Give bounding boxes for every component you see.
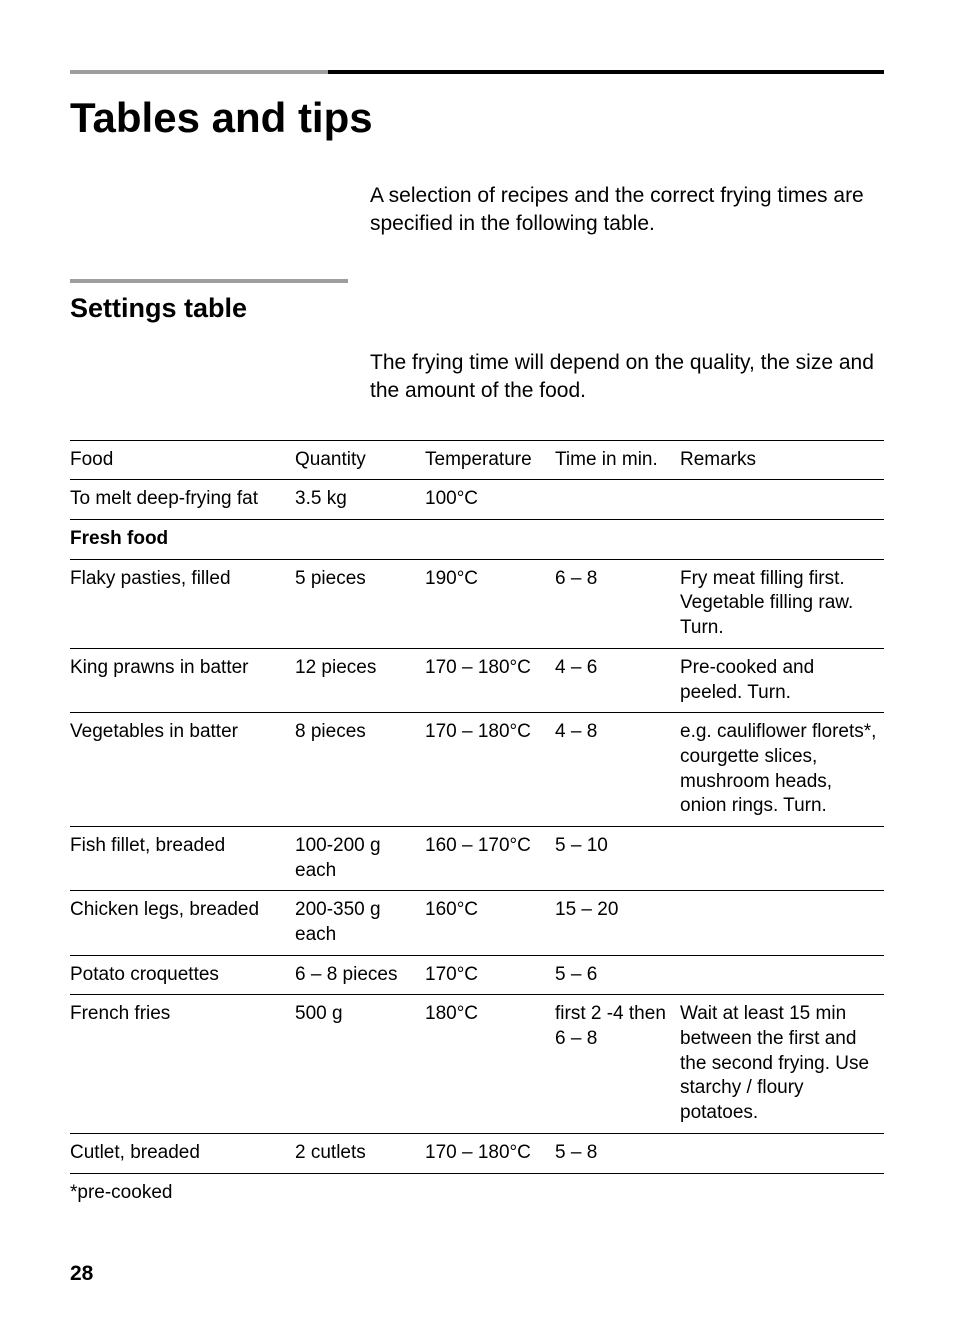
col-header-remarks: Remarks — [680, 441, 884, 480]
table-row: Fresh food — [70, 520, 884, 560]
table-cell: first 2 -4 then 6 – 8 — [555, 995, 680, 1133]
table-cell: To melt deep-frying fat — [70, 480, 295, 520]
table-row: Fish fillet, breaded100-200 g each160 – … — [70, 826, 884, 890]
table-cell: Pre-cooked and peeled. Turn. — [680, 648, 884, 712]
table-cell: Potato croquettes — [70, 955, 295, 995]
section-title: Settings table — [70, 293, 884, 324]
table-cell: 500 g — [295, 995, 425, 1133]
table-cell — [680, 480, 884, 520]
table-cell — [295, 520, 425, 560]
table-cell — [425, 520, 555, 560]
table-cell — [680, 955, 884, 995]
table-cell: 160°C — [425, 891, 555, 955]
table-cell: 200-350 g each — [295, 891, 425, 955]
table-row: To melt deep-frying fat3.5 kg100°C — [70, 480, 884, 520]
top-rule-grey — [70, 70, 328, 74]
section-rule-grey — [70, 279, 348, 283]
table-cell: Wait at least 15 min between the first a… — [680, 995, 884, 1133]
table-cell: Vegetables in batter — [70, 713, 295, 827]
table-cell: 180°C — [425, 995, 555, 1133]
table-row: Cutlet, breaded2 cutlets170 – 180°C5 – 8 — [70, 1133, 884, 1173]
table-row: Chicken legs, breaded200-350 g each160°C… — [70, 891, 884, 955]
table-cell — [680, 1133, 884, 1173]
table-row: Potato croquettes6 – 8 pieces170°C5 – 6 — [70, 955, 884, 995]
table-cell: 2 cutlets — [295, 1133, 425, 1173]
table-cell: Fry meat filling first. Vegetable fillin… — [680, 559, 884, 648]
col-header-quantity: Quantity — [295, 441, 425, 480]
table-cell — [680, 891, 884, 955]
table-cell: 170 – 180°C — [425, 713, 555, 827]
table-cell: Fresh food — [70, 520, 295, 560]
page-title: Tables and tips — [70, 94, 884, 142]
table-cell: 5 pieces — [295, 559, 425, 648]
table-cell: 4 – 8 — [555, 713, 680, 827]
table-row: Flaky pasties, filled5 pieces190°C6 – 8F… — [70, 559, 884, 648]
table-cell: 5 – 6 — [555, 955, 680, 995]
table-row: King prawns in batter12 pieces170 – 180°… — [70, 648, 884, 712]
table-cell — [680, 826, 884, 890]
col-header-temperature: Temperature — [425, 441, 555, 480]
table-cell — [680, 520, 884, 560]
table-cell — [555, 480, 680, 520]
table-cell: 15 – 20 — [555, 891, 680, 955]
table-cell: e.g. cauliflower florets*, courgette sli… — [680, 713, 884, 827]
table-cell: 5 – 10 — [555, 826, 680, 890]
table-cell: French fries — [70, 995, 295, 1133]
table-cell: 8 pieces — [295, 713, 425, 827]
table-cell: 190°C — [425, 559, 555, 648]
table-cell: 100-200 g each — [295, 826, 425, 890]
table-cell: 170°C — [425, 955, 555, 995]
table-cell: 5 – 8 — [555, 1133, 680, 1173]
table-cell: 3.5 kg — [295, 480, 425, 520]
table-row: Vegetables in batter8 pieces170 – 180°C4… — [70, 713, 884, 827]
page-intro: A selection of recipes and the correct f… — [370, 182, 884, 239]
table-cell: 6 – 8 — [555, 559, 680, 648]
table-cell: 100°C — [425, 480, 555, 520]
table-cell: Chicken legs, breaded — [70, 891, 295, 955]
table-cell: 160 – 170°C — [425, 826, 555, 890]
table-cell: Cutlet, breaded — [70, 1133, 295, 1173]
table-cell: Flaky pasties, filled — [70, 559, 295, 648]
table-row: French fries500 g180°Cfirst 2 -4 then 6 … — [70, 995, 884, 1133]
top-rule-black — [328, 70, 884, 74]
table-cell — [555, 520, 680, 560]
table-cell: 170 – 180°C — [425, 648, 555, 712]
page-number: 28 — [70, 1262, 93, 1286]
col-header-food: Food — [70, 441, 295, 480]
table-cell: Fish fillet, breaded — [70, 826, 295, 890]
table-header-row: Food Quantity Temperature Time in min. R… — [70, 441, 884, 480]
table-cell: 12 pieces — [295, 648, 425, 712]
table-footnote: *pre-cooked — [70, 1182, 884, 1204]
top-rule — [70, 70, 884, 74]
table-cell: 6 – 8 pieces — [295, 955, 425, 995]
table-cell: King prawns in batter — [70, 648, 295, 712]
section-intro: The frying time will depend on the quali… — [370, 349, 884, 406]
col-header-time: Time in min. — [555, 441, 680, 480]
section-rule — [70, 279, 884, 283]
table-cell: 4 – 6 — [555, 648, 680, 712]
table-cell: 170 – 180°C — [425, 1133, 555, 1173]
settings-table: Food Quantity Temperature Time in min. R… — [70, 440, 884, 1173]
